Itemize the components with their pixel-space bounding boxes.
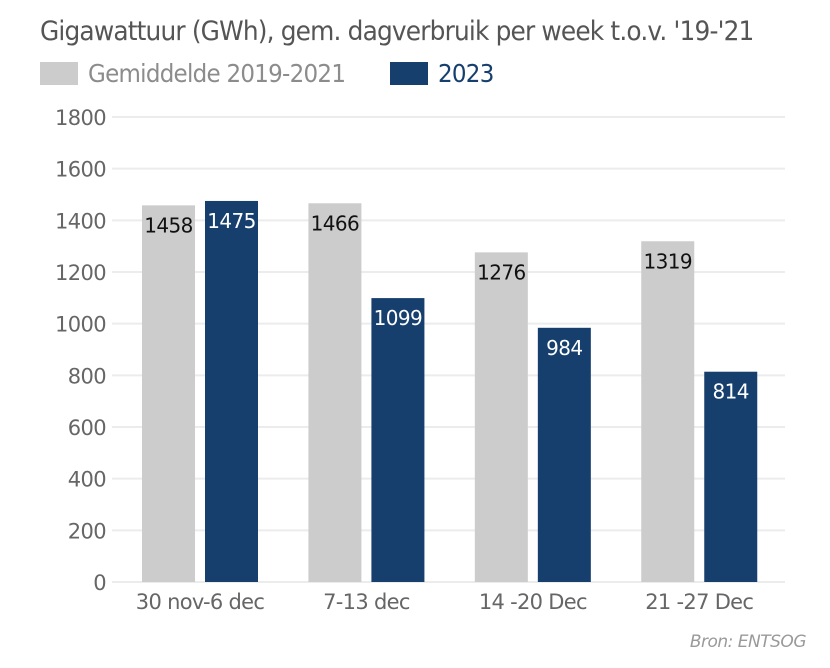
data-labels: 1458 1475 1466 1099 1276 984 1319 814	[144, 209, 749, 404]
bar-avg	[474, 252, 528, 582]
legend-label-2023: 2023	[437, 58, 494, 88]
x-tick-label: 21 -27 Dec	[645, 590, 753, 614]
y-tick-label: 0	[93, 571, 106, 595]
data-label: 1458	[144, 213, 193, 237]
x-axis: 30 nov-6 dec 7-13 dec 14 -20 Dec 21 -27 Dec	[136, 590, 754, 614]
bar-2023	[205, 200, 258, 583]
legend: Gemiddelde 2019-2021 2023	[40, 58, 520, 88]
bar-avg	[142, 205, 195, 582]
y-tick-label: 400	[68, 468, 106, 492]
x-tick-label: 7-13 dec	[323, 590, 410, 614]
bar-2023	[704, 371, 758, 582]
x-tick-label: 14 -20 Dec	[479, 590, 587, 614]
bars	[142, 200, 758, 583]
legend-swatch-avg	[40, 61, 78, 85]
bar-2023	[537, 327, 591, 582]
y-tick-label: 1000	[55, 313, 106, 337]
source-note: Bron: ENTSOG	[689, 632, 807, 652]
y-axis: 0 200 400 600 800 1000 1200 1400 1600 1800	[55, 106, 107, 595]
data-label: 814	[713, 380, 749, 404]
bar-avg	[641, 241, 695, 582]
y-tick-label: 800	[68, 364, 106, 388]
data-label: 1319	[643, 249, 692, 273]
chart-title: Gigawattuur (GWh), gem. dagverbruik per …	[40, 16, 754, 47]
x-tick-label: 30 nov-6 dec	[136, 590, 265, 614]
bar-2023	[371, 298, 425, 582]
y-tick-label: 1200	[55, 261, 106, 285]
data-label: 1475	[207, 209, 256, 233]
y-tick-label: 1800	[55, 106, 106, 130]
legend-swatch-2023	[389, 61, 428, 85]
y-tick-label: 1600	[55, 158, 106, 182]
bar-avg	[308, 203, 362, 583]
data-label: 1466	[311, 211, 360, 235]
data-label: 1276	[477, 260, 526, 284]
y-tick-label: 600	[68, 416, 106, 440]
y-tick-label: 200	[68, 519, 106, 543]
y-tick-label: 1400	[55, 209, 106, 233]
data-label: 984	[546, 336, 582, 360]
legend-label-avg: Gemiddelde 2019-2021	[88, 58, 346, 88]
data-label: 1099	[374, 306, 423, 330]
